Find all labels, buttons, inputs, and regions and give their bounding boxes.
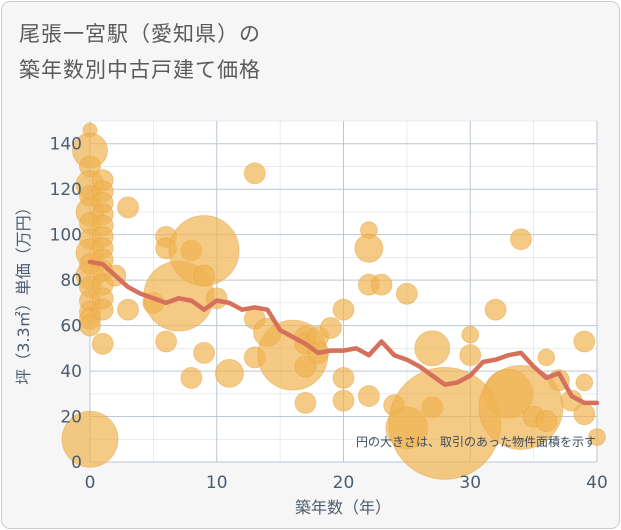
average-price-line <box>87 259 600 406</box>
y-tick-label: 100 <box>50 226 82 246</box>
data-bubble <box>537 348 556 367</box>
y-tick-label: 20 <box>60 408 82 428</box>
data-bubble <box>357 385 380 407</box>
tick-labels: 0 20 40 60 80 100 120 140 0 10 20 30 40 <box>50 135 608 493</box>
y-axis-label: 坪（3.3㎡）単価（万円） <box>14 199 33 384</box>
data-bubble <box>61 410 119 468</box>
x-tick-label: 30 <box>459 473 481 493</box>
data-bubble <box>354 233 384 263</box>
y-tick-label: 40 <box>60 362 82 382</box>
chart-title-line-1: 尾張一宮駅（愛知県）の <box>19 22 261 46</box>
y-tick-label: 0 <box>71 453 82 473</box>
data-bubble <box>414 330 451 367</box>
data-bubble <box>575 373 594 392</box>
x-tick-label: 40 <box>586 473 608 493</box>
data-bubble <box>155 330 177 353</box>
data-bubble <box>193 264 215 287</box>
data-bubble <box>332 389 355 412</box>
y-tick-label: 140 <box>50 135 82 155</box>
y-tick-label: 120 <box>50 180 82 200</box>
average-line-layer <box>87 259 600 406</box>
data-bubble <box>91 332 114 355</box>
chart-title-line-2: 築年数別中古戸建て価格 <box>19 58 261 82</box>
data-bubble <box>461 325 480 344</box>
bubble-layer <box>61 122 606 480</box>
data-bubble <box>395 282 418 305</box>
data-bubble <box>370 273 393 296</box>
data-bubble <box>573 330 596 353</box>
data-bubble <box>332 366 355 389</box>
data-bubble <box>510 228 532 251</box>
data-bubble <box>91 298 114 321</box>
y-tick-label: 80 <box>60 271 82 291</box>
data-bubble <box>294 355 317 378</box>
data-bubble <box>215 358 244 388</box>
size-annotation: 円の大きさは、取引のあった物件面積を示す <box>356 434 596 449</box>
data-bubble <box>573 403 596 426</box>
x-tick-label: 20 <box>333 473 355 493</box>
data-bubble <box>117 196 139 219</box>
data-bubble <box>243 162 266 185</box>
data-bubble <box>180 366 203 389</box>
y-tick-label: 60 <box>60 317 82 337</box>
data-bubble <box>319 316 342 339</box>
x-tick-label: 10 <box>206 473 228 493</box>
data-bubble <box>332 298 355 321</box>
data-bubble <box>588 428 606 446</box>
data-bubble <box>79 314 101 337</box>
x-axis-label: 築年数（年） <box>295 498 391 517</box>
data-bubble <box>459 344 482 367</box>
data-bubble <box>294 391 317 414</box>
data-bubble <box>535 410 558 432</box>
data-bubble <box>484 298 507 321</box>
chart-title: 尾張一宮駅（愛知県）の 築年数別中古戸建て価格 <box>19 16 261 88</box>
data-bubble <box>117 298 139 321</box>
x-tick-label: 0 <box>85 473 96 493</box>
data-bubble <box>193 341 215 364</box>
